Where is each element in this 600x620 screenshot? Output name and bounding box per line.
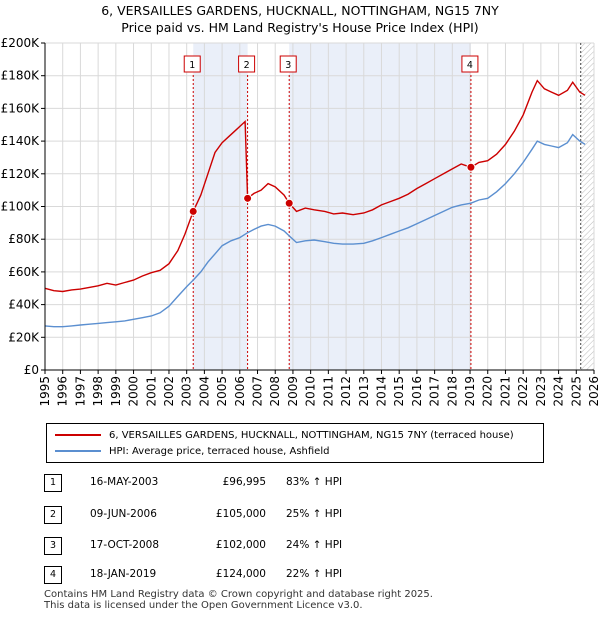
legend-swatch-hpi — [55, 450, 101, 452]
x-tick-label: 2017 — [428, 376, 442, 407]
legend-swatch-property — [55, 434, 101, 436]
x-tick-label: 2008 — [268, 376, 282, 407]
transaction-label: 4 — [467, 60, 473, 71]
x-tick-label: 2001 — [144, 376, 158, 407]
transaction-badge: 1 — [44, 474, 62, 492]
legend-item-hpi: HPI: Average price, terraced house, Ashf… — [55, 444, 329, 458]
x-tick-label: 2020 — [481, 376, 495, 407]
x-tick-label: 2022 — [516, 376, 530, 407]
chart-title: 6, VERSAILLES GARDENS, HUCKNALL, NOTTING… — [101, 3, 499, 18]
transaction-price: £96,995 — [222, 476, 266, 488]
transaction-price: £105,000 — [215, 508, 266, 520]
y-tick-label: £200K — [1, 36, 41, 50]
x-tick-label: 1999 — [109, 376, 123, 407]
transaction-date: 16-MAY-2003 — [90, 476, 159, 488]
transaction-label-box — [238, 55, 256, 73]
y-tick-label: £100K — [1, 200, 41, 214]
y-tick-label: £140K — [1, 134, 41, 148]
x-tick-label: 2019 — [463, 376, 477, 407]
y-tick-label: £20K — [8, 330, 40, 344]
transaction-point — [188, 206, 198, 216]
transaction-badge: 2 — [44, 506, 62, 524]
transaction-date: 09-JUN-2006 — [90, 508, 157, 520]
y-tick-label: £80K — [8, 232, 40, 246]
price-chart: 1 2 3 4 £0 £20K £40K £60K £80K £100K £120K £140K £16… — [1, 36, 600, 407]
x-tick-label: 2015 — [392, 376, 406, 407]
x-tick-label: 2026 — [587, 376, 600, 407]
transaction-point — [466, 162, 476, 172]
y-tick-label: £180K — [1, 69, 41, 83]
x-tick-label: 1997 — [73, 376, 87, 407]
x-tick-label: 2002 — [162, 376, 176, 407]
x-tick-label: 2025 — [569, 376, 583, 407]
x-tick-label: 1996 — [56, 376, 70, 407]
transaction-price: £102,000 — [215, 539, 266, 551]
y-tick-label: £40K — [8, 298, 40, 312]
x-tick-label: 1998 — [91, 376, 105, 407]
y-tick-label: £60K — [8, 265, 40, 279]
x-tick-label: 2011 — [321, 376, 335, 407]
series-line-property — [44, 79, 586, 293]
x-tick-label: 2005 — [215, 376, 229, 407]
y-tick-label: £120K — [1, 167, 41, 181]
x-tick-label: 2018 — [445, 376, 459, 407]
transaction-hpi-change: 22% ↑ HPI — [286, 568, 343, 580]
transaction-badge: 4 — [44, 566, 62, 584]
x-tick-label: 2006 — [233, 376, 247, 407]
x-tick-label: 2021 — [498, 376, 512, 407]
legend-label-property: 6, VERSAILLES GARDENS, HUCKNALL, NOTTING… — [109, 429, 514, 441]
series-line-hpi — [44, 133, 586, 328]
transaction-hpi-change: 83% ↑ HPI — [286, 476, 343, 488]
transaction-label: 1 — [189, 60, 195, 71]
x-tick-label: 2024 — [552, 376, 566, 407]
chart-subtitle: Price paid vs. HM Land Registry's House … — [121, 20, 479, 35]
x-tick-label: 2016 — [410, 376, 424, 407]
transaction-label-box — [183, 55, 201, 73]
y-tick-label: £160K — [1, 101, 41, 115]
x-tick-label: 2007 — [251, 376, 265, 407]
transaction-point — [284, 198, 294, 208]
transaction-point — [243, 193, 253, 203]
footer-license: This data is licensed under the Open Gov… — [44, 600, 363, 611]
legend-label-hpi: HPI: Average price, terraced house, Ashf… — [109, 445, 330, 457]
transaction-hpi-change: 24% ↑ HPI — [286, 539, 343, 551]
transaction-label: 2 — [244, 60, 250, 71]
x-tick-label: 2014 — [374, 376, 388, 407]
transaction-badge: 3 — [44, 537, 62, 555]
chart-legend: 6, VERSAILLES GARDENS, HUCKNALL, NOTTING… — [46, 423, 544, 463]
transaction-label: 3 — [285, 60, 291, 71]
x-tick-label: 2023 — [534, 376, 548, 407]
x-tick-label: 2003 — [180, 376, 194, 407]
transaction-date: 18-JAN-2019 — [90, 568, 157, 580]
x-tick-label: 2000 — [127, 376, 141, 407]
footer-note: Contains HM Land Registry data © Crown c… — [44, 589, 433, 611]
x-tick-label: 2010 — [304, 376, 318, 407]
x-tick-label: 2012 — [339, 376, 353, 407]
x-tick-label: 2004 — [197, 376, 211, 407]
footer-copyright: Contains HM Land Registry data © Crown c… — [44, 589, 433, 600]
x-tick-label: 2013 — [357, 376, 371, 407]
transaction-date: 17-OCT-2008 — [90, 539, 159, 551]
x-tick-label: 2009 — [286, 376, 300, 407]
transaction-label-box — [279, 55, 297, 73]
y-tick-label: £0 — [24, 363, 39, 377]
legend-item-property: 6, VERSAILLES GARDENS, HUCKNALL, NOTTING… — [55, 428, 514, 442]
x-tick-label: 1995 — [38, 376, 52, 407]
transaction-label-box — [461, 55, 479, 73]
transaction-hpi-change: 25% ↑ HPI — [286, 508, 343, 520]
transaction-price: £124,000 — [215, 568, 266, 580]
